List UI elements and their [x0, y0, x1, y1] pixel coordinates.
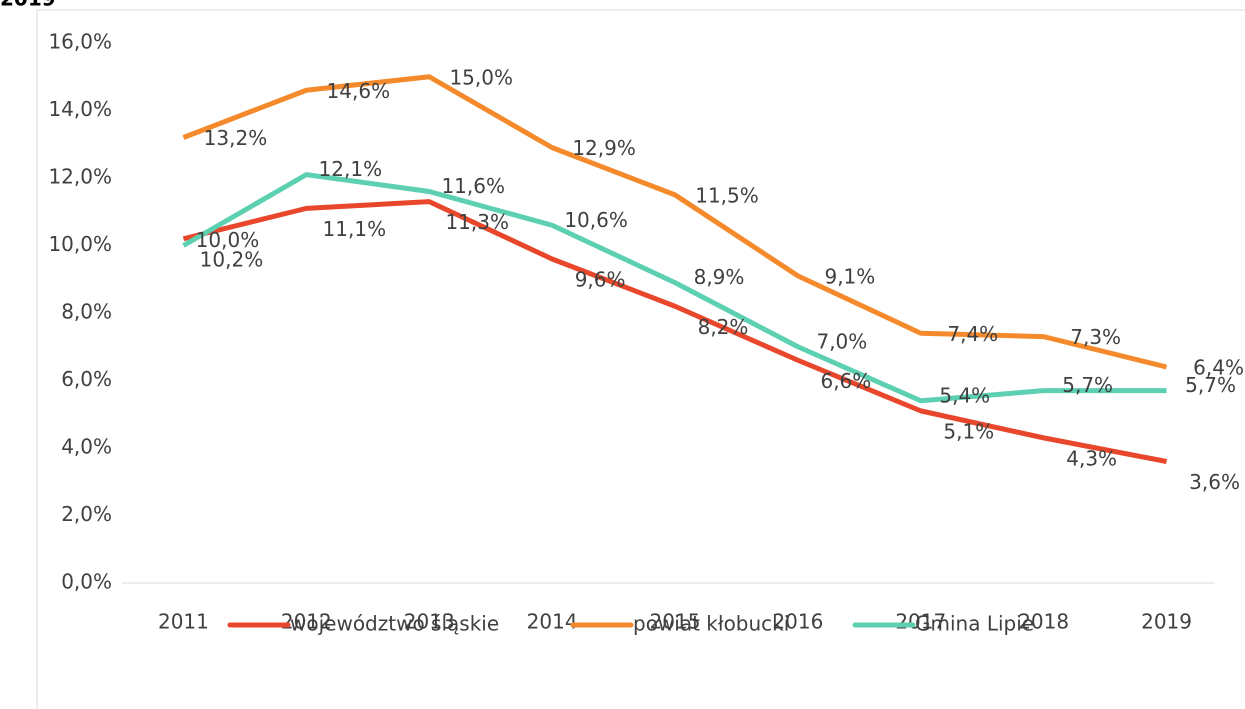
legend-label: województwo śląskie: [290, 612, 499, 636]
x-tick-label: 2012: [281, 610, 332, 634]
series-line: [182, 172, 1167, 404]
x-tick-label: 2017: [895, 610, 946, 634]
data-label: 12,1%: [319, 157, 383, 181]
data-label: 9,6%: [575, 268, 626, 292]
series-line: [182, 74, 1168, 370]
x-tick-label: 2015: [650, 610, 701, 634]
data-label: 7,0%: [816, 329, 867, 353]
data-label: 10,2%: [200, 247, 264, 271]
chart-title: 2019: [0, 0, 56, 11]
data-label: 12,9%: [572, 136, 636, 160]
y-tick-label: 14,0%: [48, 97, 112, 121]
data-label: 11,1%: [323, 217, 387, 241]
data-label: 10,6%: [564, 208, 628, 232]
data-label: 6,6%: [820, 369, 871, 393]
data-label: 3,6%: [1189, 470, 1240, 494]
data-label: 11,3%: [445, 210, 509, 234]
y-tick-label: 4,0%: [61, 435, 112, 459]
data-label: 8,2%: [698, 315, 749, 339]
data-label: 13,2%: [204, 126, 268, 150]
legend-label: Gmina Lipie: [915, 612, 1034, 636]
data-label: 9,1%: [824, 264, 875, 288]
x-tick-label: 2019: [1141, 610, 1192, 634]
x-tick-label: 2014: [527, 610, 578, 634]
y-tick-label: 2,0%: [61, 502, 112, 526]
data-label: 5,7%: [1185, 373, 1236, 397]
series-line: [182, 199, 1168, 464]
data-label: 11,5%: [695, 183, 759, 207]
x-tick-label: 2018: [1018, 610, 1069, 634]
y-tick-label: 0,0%: [61, 570, 112, 594]
chart-border: [36, 9, 1245, 709]
data-label: 5,7%: [1062, 373, 1113, 397]
y-tick-label: 10,0%: [48, 232, 112, 256]
x-tick-label: 2013: [404, 610, 455, 634]
data-label: 5,1%: [943, 419, 994, 443]
data-label: 8,9%: [694, 265, 745, 289]
y-tick-label: 16,0%: [48, 30, 112, 54]
legend-label: powiat kłobucki: [633, 612, 789, 636]
y-tick-label: 6,0%: [61, 367, 112, 391]
data-label: 10,0%: [196, 228, 260, 252]
y-tick-label: 12,0%: [48, 165, 112, 189]
data-label: 4,3%: [1066, 446, 1117, 470]
data-label: 14,6%: [327, 79, 391, 103]
data-label: 6,4%: [1193, 356, 1244, 380]
data-label: 15,0%: [449, 65, 513, 89]
x-tick-label: 2016: [772, 610, 823, 634]
data-label: 7,3%: [1070, 325, 1121, 349]
data-label: 7,4%: [947, 322, 998, 346]
y-tick-label: 8,0%: [61, 300, 112, 324]
data-label: 11,6%: [441, 174, 505, 198]
x-tick-label: 2011: [158, 610, 209, 634]
data-label: 5,4%: [939, 383, 990, 407]
